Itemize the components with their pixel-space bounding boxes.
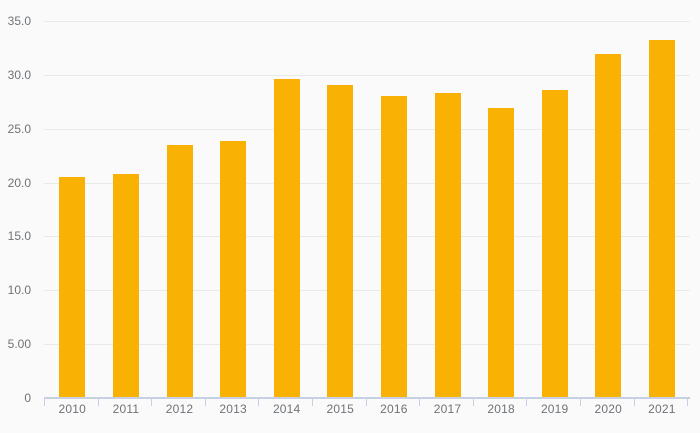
gridline-35.0 (44, 21, 690, 22)
x-axis-tick (472, 399, 474, 406)
x-axis-label-2021: 2021 (648, 402, 676, 416)
bar-2014[interactable] (273, 79, 300, 397)
bar-2018[interactable] (488, 108, 515, 397)
x-axis-label-2017: 2017 (433, 402, 462, 416)
x-axis-tick (258, 399, 260, 406)
bar-2013[interactable] (220, 140, 247, 397)
x-axis-label-2014: 2014 (272, 402, 301, 416)
x-axis-tick (365, 399, 367, 406)
y-axis-label-10.0: 10.0 (7, 283, 31, 298)
x-axis-label-2019: 2019 (540, 402, 569, 416)
y-axis-label-15.0: 15.0 (7, 229, 31, 244)
x-axis-label-2013: 2013 (219, 402, 247, 416)
x-axis-tick (204, 399, 206, 406)
gridline-5.00 (44, 344, 690, 346)
x-axis-tick (151, 399, 153, 406)
x-axis-tick (580, 399, 581, 406)
gridline-25.0 (44, 128, 690, 130)
bar-2019[interactable] (541, 89, 568, 397)
x-axis-tick (419, 399, 421, 406)
bar-2017[interactable] (434, 93, 461, 397)
gridline-20.0 (44, 182, 690, 184)
bar-2012[interactable] (166, 144, 193, 397)
x-axis-label-2010: 2010 (58, 402, 87, 416)
y-axis-label-20.0: 20.0 (7, 175, 31, 190)
y-axis-label-35.0: 35.0 (7, 14, 31, 28)
x-axis-tick (526, 399, 528, 406)
x-axis-tick (312, 399, 313, 406)
x-axis-label-2020: 2020 (594, 402, 623, 416)
y-axis-label-0: 0 (24, 391, 31, 405)
y-axis-label-25.0: 25.0 (7, 121, 31, 136)
gridline-15.0 (44, 236, 690, 238)
x-axis-tick (633, 399, 635, 406)
x-axis-tick (687, 399, 689, 406)
bar-2010[interactable] (59, 177, 86, 397)
x-axis-label-2015: 2015 (326, 402, 355, 416)
x-axis-label-2016: 2016 (380, 402, 408, 416)
bar-2016[interactable] (380, 96, 407, 397)
gridline-10.0 (44, 290, 690, 292)
x-axis-tick (44, 399, 45, 406)
x-axis-label-2012: 2012 (165, 402, 194, 416)
x-axis-label-2011: 2011 (112, 402, 140, 416)
y-axis-label-30.0: 30.0 (7, 67, 31, 82)
x-axis-tick (97, 399, 99, 406)
bar-2020[interactable] (595, 54, 622, 397)
x-axis-label-2018: 2018 (487, 402, 515, 416)
bar-2011[interactable] (112, 173, 139, 397)
bar-2021[interactable] (648, 40, 675, 397)
y-axis-label-5.00: 5.00 (7, 337, 31, 352)
x-axis-line (44, 397, 690, 399)
bar-2015[interactable] (327, 84, 354, 397)
gridline-30.0 (44, 74, 690, 76)
